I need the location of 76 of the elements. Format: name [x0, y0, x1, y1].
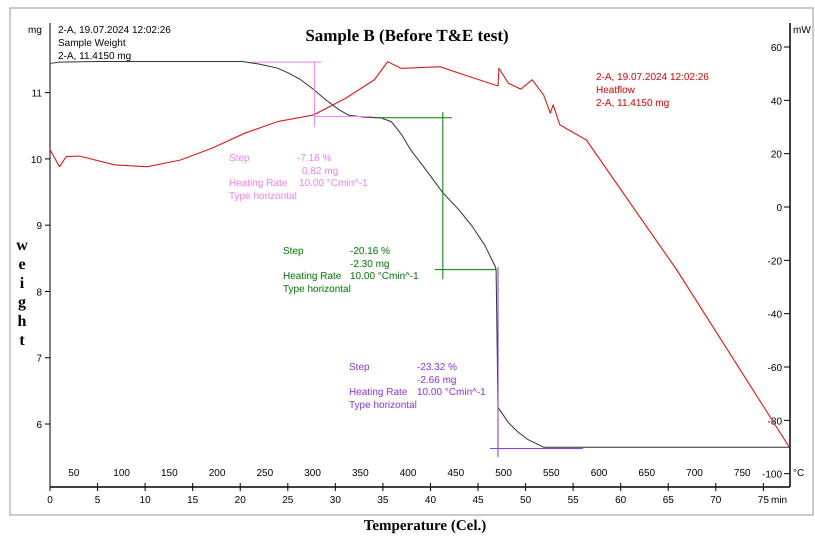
annotation: 2-A, 11.4150 mg	[58, 51, 132, 62]
x-tick-label: 20	[234, 495, 246, 506]
y2-tick-label: 60	[770, 43, 782, 54]
text: mW	[793, 25, 812, 36]
y-tick-label: 7	[36, 354, 42, 365]
x-tick-label: 40	[424, 495, 436, 506]
x2-tick-label: 300	[304, 468, 322, 479]
x2-tick-label: 700	[686, 468, 704, 479]
x-tick-label: 10	[140, 495, 152, 506]
x-tick-label: 30	[330, 495, 342, 506]
y-tick-label: 11	[32, 88, 42, 100]
x-tick-label: 55	[568, 495, 580, 506]
y2-tick-label: 20	[770, 150, 782, 161]
annotation: Step	[283, 246, 304, 257]
y-tick-label: 10	[30, 154, 42, 166]
annotation: 0.82 mg	[302, 166, 338, 177]
y2-tick-label: 40	[770, 96, 782, 108]
y-axis-title: weight	[16, 237, 28, 349]
x-tick-label: 45	[472, 495, 484, 506]
annotation: Heating Rate	[349, 387, 408, 398]
text: °C	[793, 468, 804, 479]
x2-tick-label: 350	[352, 468, 370, 479]
annotation: 2-A, 11.4150 mg	[596, 98, 670, 109]
annotation: Type horizontal	[283, 284, 351, 295]
x-tick-label: 5	[94, 495, 101, 506]
x2-tick-label: 500	[495, 468, 512, 479]
annotation: Type horizontal	[229, 191, 297, 202]
y2-tick-label: -100	[762, 470, 782, 481]
y2-tick-label: -40	[768, 310, 782, 321]
annotation: -2.66 mg	[417, 375, 456, 386]
text: min	[771, 495, 788, 506]
x-tick-label: 50	[520, 495, 532, 506]
annotation: 2-A, 19.07.2024 12:02:26	[58, 25, 172, 36]
x2-tick-label: 150	[161, 468, 178, 479]
y-tick-label: 9	[36, 221, 42, 232]
x2-tick-label: 550	[542, 468, 560, 479]
annotation: 10.00 °Cmin^-1	[299, 178, 368, 189]
y2-tick-label: 0	[776, 203, 782, 214]
x-tick-label: 75	[758, 495, 770, 506]
x-axis-title: Temperature (Cel.)	[364, 518, 486, 534]
x2-tick-label: 650	[638, 468, 656, 479]
x-tick-label: 70	[710, 495, 722, 506]
annotation: Heating Rate	[283, 271, 342, 282]
annotation: 10.00 °Cmin^-1	[417, 387, 486, 398]
x2-tick-label: 50	[68, 468, 80, 479]
annotation: Type horizontal	[349, 400, 417, 411]
x2-tick-label: 600	[590, 468, 608, 479]
x-tick-label: 35	[377, 495, 389, 506]
x2-tick-label: 200	[208, 468, 226, 479]
annotation: Step	[229, 153, 250, 164]
x2-tick-label: 400	[400, 468, 417, 479]
x-tick-label: 65	[662, 495, 674, 506]
annotation: -2.30 mg	[350, 259, 390, 270]
x2-tick-label: 100	[113, 468, 130, 479]
x2-tick-label: 750	[734, 468, 752, 479]
y2-tick-label: -60	[768, 363, 782, 374]
y-tick-label: 8	[36, 287, 42, 298]
x-tick-label: 60	[615, 495, 627, 506]
x-tick-label: 25	[282, 495, 294, 506]
x2-tick-label: 250	[256, 468, 274, 479]
y2-tick-label: -20	[768, 256, 782, 268]
x-tick-label: 0	[47, 495, 54, 506]
x2-tick-label: 450	[447, 468, 465, 479]
series-label: Sample Weight	[58, 38, 126, 49]
annotation: -7.16 %	[297, 153, 332, 164]
text: mg	[28, 25, 42, 36]
annotation: -20.16 %	[350, 246, 390, 257]
annotation: Step	[349, 362, 370, 373]
x-tick-label: 15	[187, 495, 199, 506]
annotation: Heating Rate	[229, 178, 288, 189]
chart-title: Sample B (Before T&E test)	[305, 26, 509, 45]
annotation: -23.32 %	[417, 362, 458, 373]
annotation: 2-A, 19.07.2024 12:02:26	[596, 72, 710, 83]
text: Heatflow	[596, 85, 636, 96]
annotation: 10.00 °Cmin^-1	[350, 271, 420, 282]
y-tick-label: 6	[36, 420, 42, 432]
